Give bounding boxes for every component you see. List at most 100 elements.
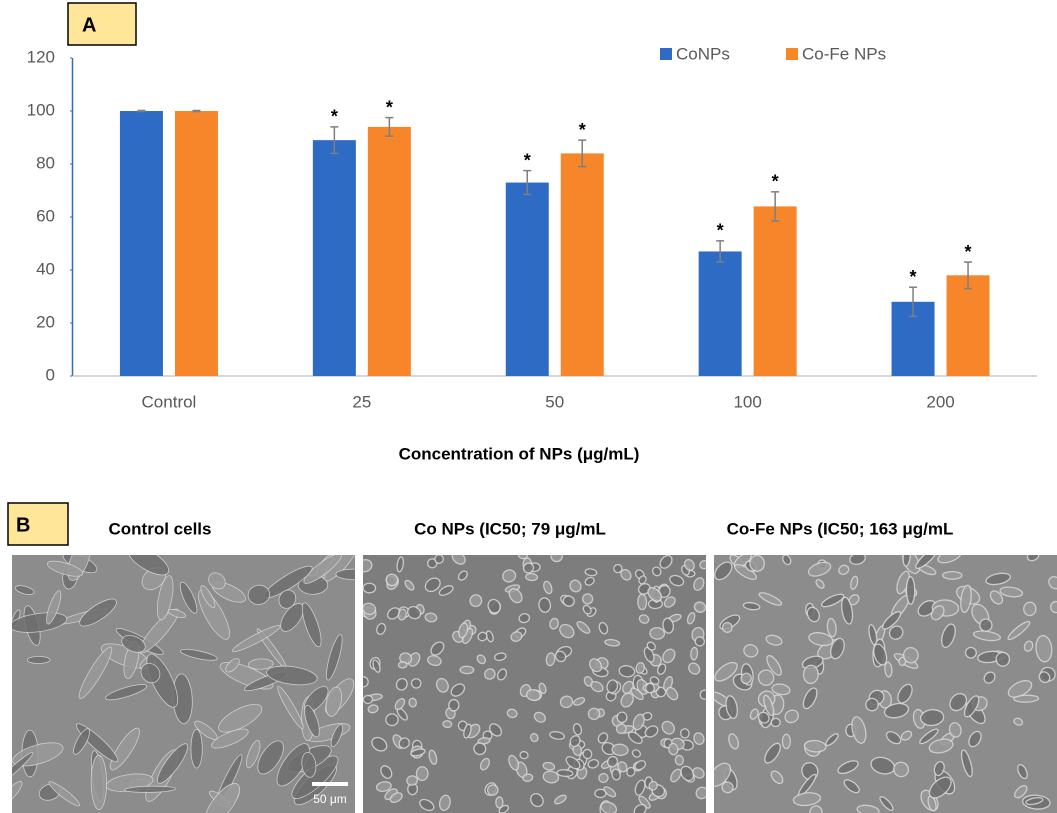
y-tick-label: 20 (36, 312, 55, 331)
cell (1013, 694, 1040, 703)
y-tick-label: 40 (36, 259, 55, 278)
cell (603, 786, 617, 798)
cell (669, 574, 685, 587)
cell (693, 577, 705, 591)
cell (495, 796, 504, 809)
significance-label: * (910, 267, 917, 287)
cell (127, 555, 170, 576)
cell (648, 780, 658, 791)
cell (884, 661, 893, 678)
cell (508, 588, 523, 604)
cell (372, 659, 381, 673)
cell (900, 730, 913, 741)
cell (960, 749, 973, 778)
cell (808, 632, 834, 647)
cell (865, 697, 879, 712)
cell (620, 568, 632, 581)
cell (477, 737, 491, 745)
cell (530, 792, 544, 808)
cell (841, 596, 854, 625)
cell (385, 573, 399, 587)
cell (647, 587, 663, 602)
cell (663, 596, 676, 608)
cell (657, 663, 667, 675)
cell (448, 698, 460, 712)
significance-label: * (331, 107, 338, 127)
x-tick-label: 25 (352, 392, 371, 411)
cell (304, 704, 320, 738)
cell (218, 704, 263, 733)
cell (451, 555, 466, 565)
cell (477, 631, 488, 642)
cell (838, 564, 850, 576)
cell (533, 711, 546, 723)
cell (740, 672, 752, 685)
cell (371, 736, 388, 752)
cell (680, 765, 695, 782)
error-bar (716, 240, 725, 263)
cell (1017, 763, 1028, 780)
cell (725, 695, 738, 720)
cell (493, 652, 507, 662)
error-bar (330, 126, 339, 155)
cell (617, 761, 628, 773)
x-tick-label: 200 (926, 392, 954, 411)
cell (763, 694, 775, 717)
cell (695, 786, 706, 800)
cell (211, 728, 249, 749)
cell (598, 772, 609, 784)
cell (843, 779, 860, 794)
cell (584, 576, 595, 586)
cell (156, 743, 189, 784)
cell (582, 748, 593, 760)
cell (781, 733, 791, 750)
cell (376, 622, 387, 635)
cell (246, 739, 261, 769)
cell (881, 611, 902, 630)
cell (484, 668, 496, 680)
cell (543, 580, 553, 595)
cell (665, 686, 679, 701)
cell (179, 649, 218, 661)
cell (538, 682, 547, 694)
cell (616, 711, 628, 724)
cell (883, 702, 910, 719)
cell (902, 646, 919, 664)
cell (590, 680, 604, 693)
cell (928, 738, 954, 754)
cell (686, 612, 696, 625)
scale-bar (312, 782, 348, 786)
significance-label: * (579, 120, 586, 140)
cell (26, 656, 51, 664)
cell (941, 623, 956, 648)
cell (968, 730, 982, 748)
legend-label: Co-Fe NPs (802, 44, 886, 63)
cell (620, 692, 634, 708)
cell (266, 665, 318, 686)
cell (826, 617, 837, 638)
cell (626, 766, 636, 777)
bar (312, 140, 356, 376)
micrograph-title: Control cells (109, 519, 212, 538)
cell (714, 661, 738, 682)
significance-label: * (524, 150, 531, 170)
cell (888, 625, 904, 640)
cell (476, 654, 487, 665)
cell (714, 561, 733, 581)
y-tick-label: 0 (46, 365, 55, 384)
cell (486, 784, 499, 796)
cell (276, 743, 310, 787)
cell (607, 755, 619, 768)
cell (1014, 784, 1028, 799)
cell (497, 668, 508, 681)
cell (928, 776, 952, 799)
cell (825, 733, 839, 747)
cell (905, 576, 916, 605)
cell (559, 623, 575, 639)
bar (946, 275, 990, 376)
cell (659, 555, 673, 569)
legend-swatch (660, 48, 672, 60)
cell (510, 631, 523, 642)
cell (225, 658, 240, 673)
cell (693, 732, 705, 746)
